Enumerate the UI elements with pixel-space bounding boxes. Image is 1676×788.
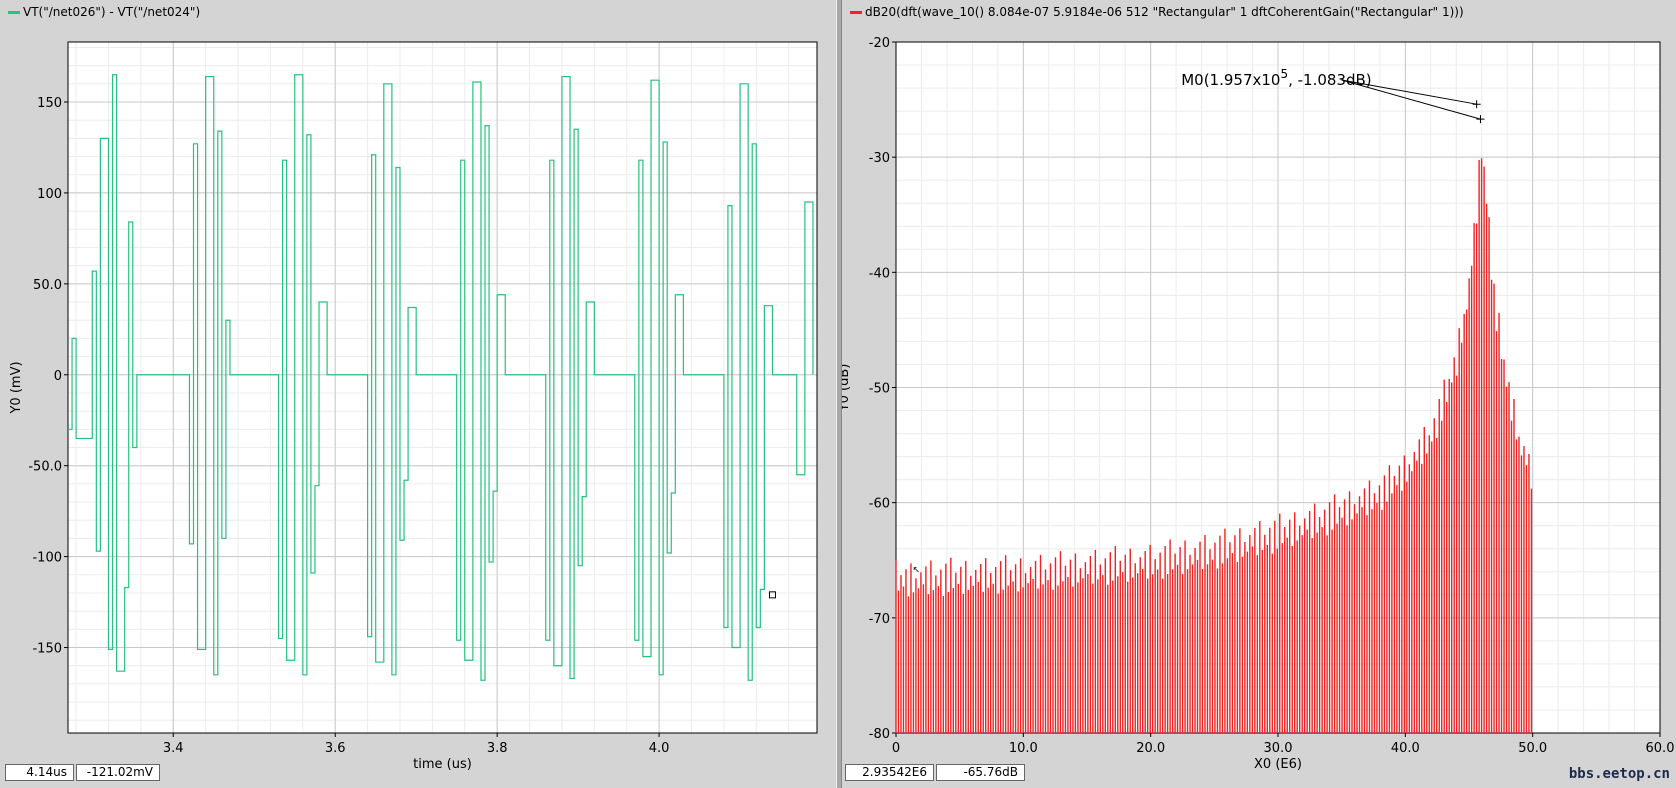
- right-x-tick-label: 50.0: [1518, 741, 1547, 756]
- pane-divider[interactable]: [836, 0, 842, 788]
- left-plot-background: [68, 42, 817, 733]
- right-y-tick-label: -20: [869, 36, 890, 51]
- left-cursor-readout: 4.14us -121.02mV: [5, 764, 162, 781]
- left-readout-y: -121.02mV: [76, 764, 160, 781]
- marker-crosshair: [1472, 100, 1481, 109]
- right-y-tick-label: -60: [869, 497, 890, 512]
- left-y-tick-label: 50.0: [33, 278, 62, 293]
- right-x-tick-label: 20.0: [1136, 741, 1165, 756]
- left-waveform-panel: VT("/net026") - VT("/net024") 3.4 3.6 3.8 4…: [0, 0, 836, 788]
- left-plot-area[interactable]: 3.4 3.6 3.8 4.0 150 100 50.0 0 -50.0 -100 -150 time…: [0, 0, 836, 788]
- right-legend[interactable]: dB20(dft(wave_10() 8.084e-07 5.9184e-06 …: [850, 5, 1464, 19]
- left-legend-text: VT("/net026") - VT("/net024"): [23, 5, 201, 19]
- left-plot-border: [67, 41, 818, 734]
- right-y-tick-label: -30: [869, 151, 890, 166]
- left-y-axis-label: Y0 (mV): [9, 361, 24, 414]
- right-y-tick-label: -80: [869, 727, 890, 742]
- left-legend[interactable]: VT("/net026") - VT("/net024"): [8, 5, 200, 19]
- right-y-tick-label: -70: [869, 612, 890, 627]
- left-x-tick-label: 3.8: [487, 741, 508, 756]
- left-y-tick-label: -100: [32, 551, 62, 566]
- left-y-tick-label: -150: [32, 642, 62, 657]
- left-y-tick-label: -50.0: [28, 460, 62, 475]
- watermark: bbs.eetop.cn: [1568, 766, 1670, 782]
- left-y-tick-label: 150: [37, 96, 62, 111]
- left-cursor-marker: [768, 591, 776, 599]
- right-y-axis-label: Y0 (dB): [842, 364, 852, 413]
- left-x-tick-label: 3.6: [325, 741, 346, 756]
- right-readout-y: -65.76dB: [936, 764, 1025, 781]
- left-y-tick-label: 0: [54, 369, 62, 384]
- left-x-axis-label: time (us): [413, 757, 472, 772]
- right-cursor-readout: 2.93542E6 -65.76dB: [845, 764, 1027, 781]
- right-x-tick-label: 30.0: [1264, 741, 1293, 756]
- right-x-tick-label: 60.0: [1646, 741, 1675, 756]
- right-x-tick-label: 10.0: [1009, 741, 1038, 756]
- right-x-axis-label: X0 (E6): [1254, 757, 1302, 772]
- right-x-tick-label: 0: [892, 741, 900, 756]
- right-cursor-marker: ↖: [913, 565, 921, 575]
- left-x-tick-label: 4.0: [649, 741, 670, 756]
- right-legend-swatch: [850, 10, 862, 14]
- right-plot-area[interactable]: 0 10.0 20.0 30.0 40.0 50.0 60.0 -20 -30 -40 -50 -60…: [842, 0, 1676, 788]
- marker-leader-line: [1341, 79, 1477, 105]
- right-readout-x: 2.93542E6: [845, 764, 934, 781]
- left-x-tick-label: 3.4: [163, 741, 184, 756]
- marker-leader-line: [1341, 79, 1481, 120]
- marker-crosshair: [1476, 115, 1485, 124]
- right-y-tick-label: -50: [869, 382, 890, 397]
- right-y-tick-label: -40: [869, 266, 890, 281]
- left-readout-x: 4.14us: [5, 764, 74, 781]
- right-x-tick-label: 40.0: [1391, 741, 1420, 756]
- waveform-trace: [68, 74, 814, 681]
- right-spectrum-panel: dB20(dft(wave_10() 8.084e-07 5.9184e-06 …: [842, 0, 1676, 788]
- left-y-tick-label: 100: [37, 187, 62, 202]
- right-plot-border: [895, 41, 1661, 734]
- marker-label: M0(1.957x105, -1.083dB): [1181, 67, 1371, 89]
- left-legend-swatch: [8, 10, 20, 14]
- right-legend-text: dB20(dft(wave_10() 8.084e-07 5.9184e-06 …: [865, 5, 1464, 19]
